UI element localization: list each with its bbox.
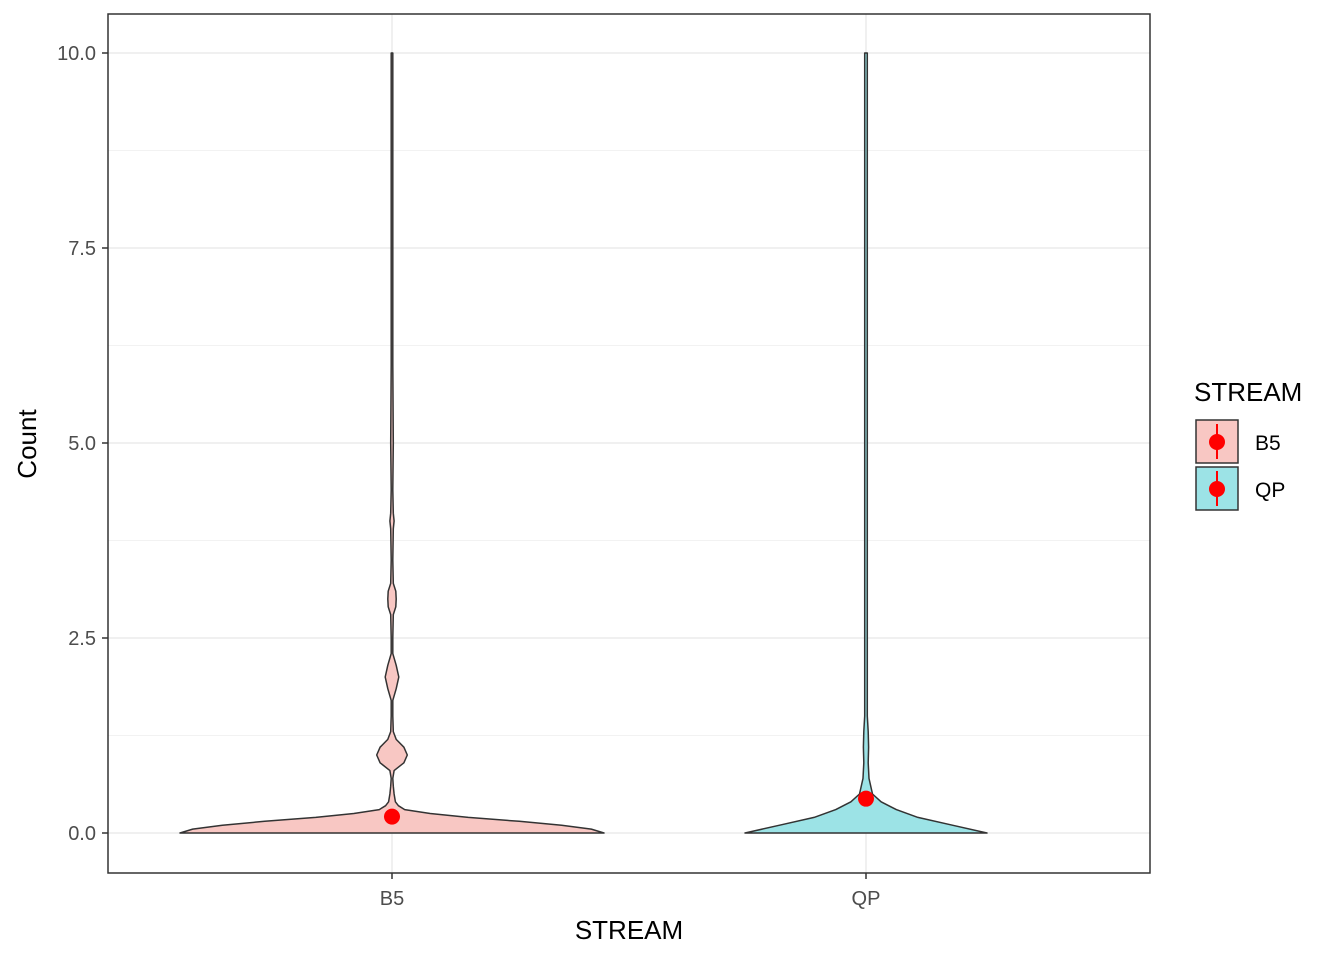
violins <box>179 52 988 834</box>
legend-label-b5: B5 <box>1255 432 1281 455</box>
mean-point-qp <box>858 790 874 807</box>
axes: 0.0 2.5 5.0 7.5 10.0 B5 QP <box>57 43 880 910</box>
y-tick-label-0: 0.0 <box>68 823 96 845</box>
x-tick-label-b5: B5 <box>380 888 404 910</box>
mean-points <box>384 790 874 825</box>
mean-point-b5 <box>384 808 400 825</box>
legend-entry-qp: QP <box>1195 466 1285 511</box>
legend-title: STREAM <box>1194 377 1302 407</box>
legend-entry-b5: B5 <box>1195 419 1281 464</box>
x-axis-title: STREAM <box>575 915 683 945</box>
y-tick-label-4: 10.0 <box>57 43 96 65</box>
y-tick-label-1: 2.5 <box>68 628 96 650</box>
legend-key-b5-point <box>1209 434 1225 450</box>
legend-key-qp-point <box>1209 481 1225 497</box>
violin-qp <box>744 52 988 834</box>
legend: STREAM B5 QP <box>1194 377 1302 511</box>
legend-label-qp: QP <box>1255 479 1285 502</box>
x-tick-label-qp: QP <box>852 888 881 910</box>
y-tick-label-3: 7.5 <box>68 238 96 260</box>
y-axis-title: Count <box>12 409 42 479</box>
y-tick-label-2: 5.0 <box>68 433 96 455</box>
violin-b5 <box>179 52 605 834</box>
